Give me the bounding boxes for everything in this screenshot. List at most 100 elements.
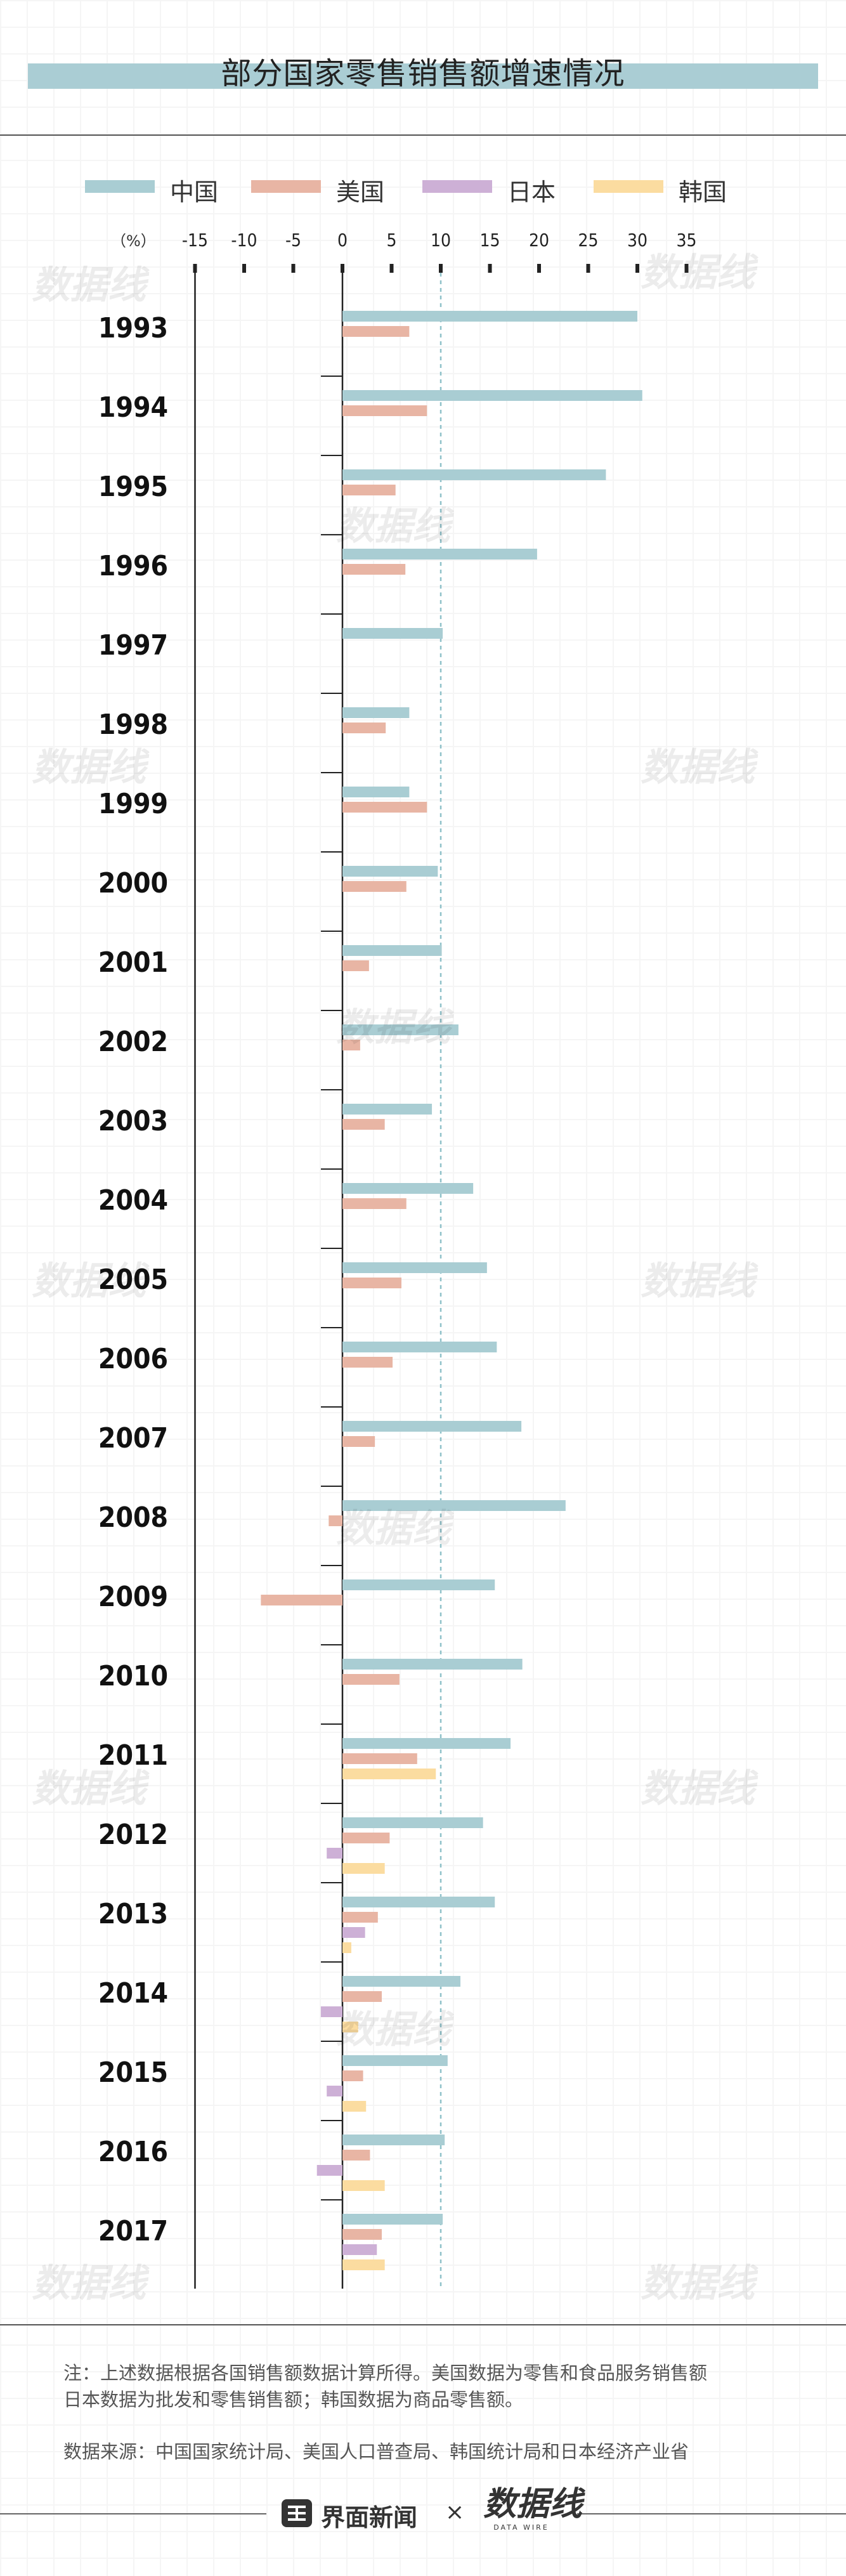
bar-usa-2011 bbox=[342, 1753, 417, 1764]
bar-japan-2013 bbox=[342, 1927, 365, 1938]
x-tick-mark bbox=[537, 264, 541, 273]
bar-usa-2013 bbox=[342, 1912, 378, 1923]
bar-china-2010 bbox=[342, 1659, 523, 1670]
x-tick-label: 15 bbox=[479, 230, 500, 251]
data-wire-logo: 数据线 DATA WIRE bbox=[483, 2485, 582, 2544]
x-tick-label: 30 bbox=[627, 230, 648, 251]
bar-usa-2001 bbox=[342, 960, 369, 971]
bar-korea-2016 bbox=[342, 2180, 385, 2191]
year-label: 2002 bbox=[98, 1026, 168, 1058]
x-tick-mark bbox=[389, 264, 394, 273]
year-label: 1996 bbox=[98, 550, 168, 582]
year-label: 2012 bbox=[98, 1819, 168, 1851]
bar-usa-2016 bbox=[342, 2150, 370, 2161]
bar-usa-2007 bbox=[342, 1436, 375, 1447]
bar-usa-2017 bbox=[342, 2229, 382, 2240]
x-tick-mark bbox=[586, 264, 590, 273]
year-label: 2016 bbox=[98, 2136, 168, 2168]
x-tick-mark bbox=[291, 264, 296, 273]
x-tick-mark bbox=[439, 264, 443, 273]
axis-unit-label: （%） bbox=[111, 232, 156, 250]
bar-usa-1998 bbox=[342, 722, 386, 733]
x-tick-label: 35 bbox=[676, 230, 696, 251]
year-label: 2008 bbox=[98, 1501, 168, 1534]
bar-china-1997 bbox=[342, 628, 443, 639]
x-tick-label: -5 bbox=[285, 230, 301, 251]
bar-china-2004 bbox=[342, 1183, 474, 1194]
year-label: 2014 bbox=[98, 1977, 168, 2010]
watermark-logo: 数据线 bbox=[32, 1767, 150, 1811]
bar-usa-2009 bbox=[261, 1595, 342, 1605]
footer-line-left bbox=[0, 2513, 266, 2514]
bar-china-1999 bbox=[342, 787, 410, 797]
x-tick-mark bbox=[242, 264, 246, 273]
watermark-logo: 数据线 bbox=[32, 1259, 150, 1304]
x-tick-label: -15 bbox=[182, 230, 208, 251]
bar-usa-2002 bbox=[342, 1040, 360, 1050]
bar-china-1996 bbox=[342, 549, 537, 559]
footnote: 注：上述数据根据各国销售额数据计算所得。美国数据为零售和食品服务销售额 日本数据… bbox=[63, 2360, 812, 2413]
year-label: 2015 bbox=[98, 2056, 168, 2089]
bar-korea-2011 bbox=[342, 1769, 436, 1779]
year-label: 2013 bbox=[98, 1898, 168, 1930]
bar-usa-1995 bbox=[342, 485, 396, 495]
watermark-logo: 数据线 bbox=[32, 2261, 150, 2306]
bar-japan-2016 bbox=[316, 2165, 342, 2176]
bar-china-2012 bbox=[342, 1817, 483, 1828]
watermark-logo: 数据线 bbox=[336, 504, 454, 549]
chart-bottom-divider bbox=[0, 2324, 846, 2325]
bar-usa-2014 bbox=[342, 1991, 382, 2002]
bar-korea-2012 bbox=[342, 1863, 385, 1874]
bar-china-1995 bbox=[342, 469, 606, 480]
bar-usa-1993 bbox=[342, 326, 410, 337]
bar-japan-2014 bbox=[320, 2006, 342, 2017]
x-tick-mark bbox=[635, 264, 639, 273]
bar-china-1994 bbox=[342, 390, 642, 401]
bar-usa-2006 bbox=[342, 1357, 393, 1368]
bar-chart: （%） -15 -10 -5 0 5 10 15 20 25 30 35 1993 1994 1995 199… bbox=[32, 230, 758, 2306]
watermark-logo: 数据线 bbox=[336, 2008, 454, 2052]
legend-label-korea: 韩国 bbox=[679, 178, 727, 206]
x-tick-mark bbox=[488, 264, 492, 273]
bar-china-2017 bbox=[342, 2214, 443, 2225]
x-tick-label: 5 bbox=[386, 230, 396, 251]
bar-china-2006 bbox=[342, 1342, 497, 1352]
year-label: 1997 bbox=[98, 629, 168, 662]
bar-china-2005 bbox=[342, 1262, 487, 1273]
year-label: 2010 bbox=[98, 1660, 168, 1692]
bar-usa-2004 bbox=[342, 1198, 407, 1209]
x-tick-label: 0 bbox=[337, 230, 348, 251]
bar-korea-2017 bbox=[342, 2259, 385, 2270]
x-tick-label: 10 bbox=[431, 230, 451, 251]
legend-swatch-japan bbox=[422, 180, 492, 193]
bar-korea-2015 bbox=[342, 2101, 367, 2112]
bar-china-2003 bbox=[342, 1104, 433, 1115]
year-label: 2011 bbox=[98, 1739, 168, 1772]
bar-china-2011 bbox=[342, 1738, 511, 1749]
footnote-line-1: 注：上述数据根据各国销售额数据计算所得。美国数据为零售和食品服务销售额 bbox=[63, 2362, 708, 2384]
bar-usa-2005 bbox=[342, 1278, 401, 1288]
year-label: 2003 bbox=[98, 1105, 168, 1137]
year-label: 2006 bbox=[98, 1343, 168, 1375]
bar-usa-2008 bbox=[329, 1515, 342, 1526]
watermark-logo: 数据线 bbox=[336, 1005, 454, 1050]
bar-korea-2013 bbox=[342, 1942, 351, 1953]
bar-usa-2003 bbox=[342, 1119, 385, 1130]
year-label: 2004 bbox=[98, 1184, 168, 1217]
brand-separator: × bbox=[445, 2499, 465, 2525]
bar-china-2014 bbox=[342, 1976, 460, 1987]
bar-china-1993 bbox=[342, 311, 637, 322]
watermark-logo: 数据线 bbox=[641, 745, 758, 790]
bar-china-2007 bbox=[342, 1421, 522, 1432]
legend-swatch-china bbox=[85, 180, 155, 193]
watermark-logo: 数据线 bbox=[336, 1507, 454, 1551]
year-label: 2001 bbox=[98, 946, 168, 979]
watermark-logo: 数据线 bbox=[32, 263, 150, 308]
watermark-logo: 数据线 bbox=[641, 2261, 758, 2306]
bar-china-2013 bbox=[342, 1897, 495, 1907]
year-label: 2005 bbox=[98, 1264, 168, 1296]
year-label: 2009 bbox=[98, 1581, 168, 1613]
bar-china-1998 bbox=[342, 707, 410, 718]
footnote-line-2: 日本数据为批发和零售销售额；韩国数据为商品零售额。 bbox=[63, 2389, 524, 2410]
bar-china-2016 bbox=[342, 2135, 445, 2145]
